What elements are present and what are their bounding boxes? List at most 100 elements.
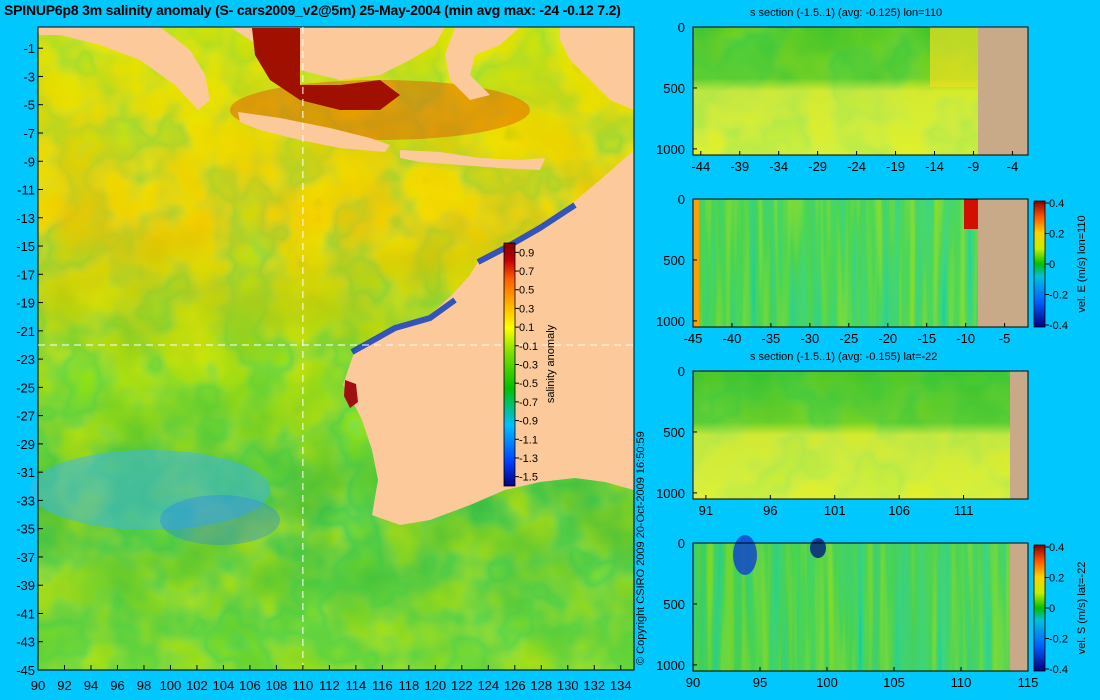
panel4-x-tick-label: 95 <box>753 675 767 690</box>
panel1-title: s section (-1.5..1) (avg: -0.125) lon=11… <box>750 7 943 19</box>
map-x-tick-label: 106 <box>239 678 261 693</box>
panel1-x-tick-label: -14 <box>925 159 944 174</box>
map-frame <box>37 26 635 671</box>
panel2-edge-jet <box>693 199 699 327</box>
panel4-x-ticks: 90 95 100 105 110 115 <box>686 667 1038 690</box>
panel3-title: s section (-1.5..1) (avg: -0.155) lat=-2… <box>750 351 938 363</box>
panel2-colorbar <box>1033 200 1046 328</box>
panel2-colorbar-tick-label: 0.4 <box>1049 198 1064 210</box>
panel1-x-tick-label: -34 <box>769 159 788 174</box>
land-java <box>238 112 390 152</box>
shark-bay-high-salinity <box>344 380 358 408</box>
panel2-x-tick-label: -45 <box>684 331 703 346</box>
panel4-y-ticks: 0 500 1000 <box>656 536 697 673</box>
map-x-tick-label: 116 <box>372 678 393 693</box>
map-x-tick-label: 128 <box>530 678 552 693</box>
panel3-land <box>1010 371 1028 499</box>
map-plot: 90 92 94 96 98 100 102 104 106 108 110 112 114 116 118… <box>16 26 635 693</box>
panel1-x-tick-label: -44 <box>691 159 710 174</box>
panel3-texture <box>693 371 1010 499</box>
panel1-y-ticks: 0 500 1000 <box>656 20 697 157</box>
map-y-tick-label: -33 <box>16 493 35 508</box>
panel2-colorbar-tick-label: 0 <box>1049 259 1055 271</box>
panel3-frame <box>692 370 1029 500</box>
map-colorbar-label: salinity anomaly <box>545 324 557 403</box>
map-x-tick-label: 130 <box>557 678 579 693</box>
panel2-x-tick-label: -40 <box>723 331 742 346</box>
panel2-coastal-jet <box>964 199 978 229</box>
panel4-colorbar-tick-label: -0.2 <box>1049 634 1068 646</box>
map-x-tick-label: 90 <box>31 678 45 693</box>
map-colorbar-tick-label: 0.5 <box>519 285 534 297</box>
map-y-tick-label: -41 <box>16 606 35 621</box>
map-x-ticks: 90 92 94 96 98 100 102 104 106 108 110 112 114 116 118… <box>31 665 632 693</box>
panel2-x-tick-label: -15 <box>917 331 936 346</box>
panel2-colorbar-label: vel. E (m/s) lon=110 <box>1076 215 1088 312</box>
panel3-x-tick-label: 101 <box>824 503 846 518</box>
panel3-x-tick-label: 91 <box>699 503 713 518</box>
panel1-x-tick-label: -19 <box>886 159 905 174</box>
panel4-land <box>1010 543 1028 671</box>
map-y-tick-label: -3 <box>23 69 35 84</box>
map-x-tick-label: 124 <box>477 678 499 693</box>
map-y-tick-label: -25 <box>16 380 35 395</box>
map-colorbar-tick-label: -0.7 <box>519 397 538 409</box>
map-y-tick-label: -21 <box>16 324 35 339</box>
panel2-x-tick-label: -25 <box>839 331 858 346</box>
panel3-y-tick-label: 1000 <box>656 486 685 501</box>
panel4-x-tick-label: 100 <box>816 675 838 690</box>
panel1-surface-patch <box>930 27 978 87</box>
panel4-southward-core <box>810 538 826 558</box>
map-x-tick-label: 96 <box>110 678 124 693</box>
land-sumatra <box>38 27 210 110</box>
panel4-x-tick-label: 105 <box>883 675 905 690</box>
map-y-tick-label: -43 <box>16 635 35 650</box>
map-x-tick-label: 114 <box>345 678 366 693</box>
map-colorbar-tick-label: -0.5 <box>519 378 538 390</box>
map-x-tick-label: 98 <box>137 678 151 693</box>
panel2-y-tick-label: 1000 <box>656 314 685 329</box>
panel2-colorbar-tick-label: -0.2 <box>1049 290 1068 302</box>
panel3-y-tick-label: 0 <box>678 364 685 379</box>
map-x-tick-label: 118 <box>398 678 419 693</box>
panel2-y-ticks: 0 500 1000 <box>656 192 697 329</box>
panel2-x-tick-label: -30 <box>800 331 819 346</box>
map-colorbar-bar <box>503 242 516 487</box>
panel4-southward-core <box>733 535 757 575</box>
panel4-colorbar-tick-label: 0.4 <box>1049 542 1064 554</box>
map-x-tick-label: 110 <box>293 678 314 693</box>
panel3-x-tick-label: 96 <box>763 503 777 518</box>
page-title: SPINUP6p8 3m salinity anomaly (S- cars20… <box>4 2 621 18</box>
panel4-y-tick-label: 1000 <box>656 658 685 673</box>
panel4-colorbar-tick-label: 0.2 <box>1049 573 1064 585</box>
map-colorbar-tick-label: -0.1 <box>519 341 538 353</box>
panel4-colorbar-ticks: 0.4 0.2 0 -0.2 -0.4 <box>1045 542 1068 676</box>
map-y-tick-label: -37 <box>16 550 35 565</box>
map-x-tick-label: 132 <box>583 678 605 693</box>
panel1-x-tick-label: -4 <box>1007 159 1019 174</box>
map-y-tick-label: -27 <box>16 409 35 424</box>
panel2-land <box>978 199 1028 327</box>
panel1-x-tick-label: -9 <box>968 159 980 174</box>
map-colorbar-tick-label: 0.1 <box>519 322 534 334</box>
panel1-y-tick-label: 500 <box>663 81 685 96</box>
map-colorbar-tick-label: 0.9 <box>519 247 534 259</box>
panel1-y-tick-label: 0 <box>678 20 685 35</box>
map-x-tick-label: 112 <box>319 678 340 693</box>
map-colorbar-tick-label: -1.3 <box>519 453 538 465</box>
panel2-y-tick-label: 0 <box>678 192 685 207</box>
map-y-tick-label: -23 <box>16 352 35 367</box>
map-y-tick-label: -7 <box>23 126 35 141</box>
panel3-x-tick-label: 111 <box>954 503 974 518</box>
panel3-y-tick-label: 500 <box>663 425 685 440</box>
panel2-x-tick-label: -35 <box>762 331 781 346</box>
map-y-tick-label: -13 <box>16 211 35 226</box>
panel3-x-tick-label: 106 <box>888 503 910 518</box>
map-x-tick-label: 100 <box>160 678 182 693</box>
map-y-tick-label: -35 <box>16 522 35 537</box>
map-y-tick-label: -5 <box>23 98 35 113</box>
panel4-plot: 90 95 100 105 110 115 0 500 1000 0.4 0.2 0 -0.2 -0.… <box>656 535 1088 690</box>
map-y-tick-label: -39 <box>16 578 35 593</box>
panel1-x-tick-label: -29 <box>808 159 827 174</box>
